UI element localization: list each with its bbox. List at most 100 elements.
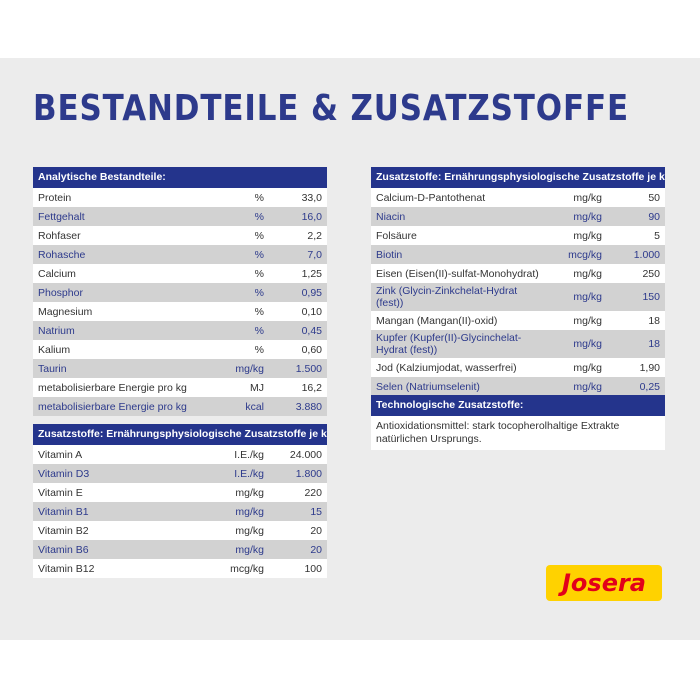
row-value: 20	[310, 543, 322, 556]
row-name: Mangan (Mangan(II)-oxid)	[376, 314, 498, 327]
row-unit: mg/kg	[573, 361, 602, 374]
row-unit: MJ	[250, 381, 264, 394]
row-unit: mg/kg	[235, 362, 264, 375]
row-name: Niacin	[376, 210, 406, 223]
row-value: 7,0	[307, 248, 322, 261]
row-name: Kalium	[38, 343, 71, 356]
row-unit: %	[254, 286, 264, 299]
row-value: 90	[648, 210, 660, 223]
row-name: Folsäure	[376, 229, 417, 242]
row-unit: %	[254, 210, 264, 223]
row-value: 16,2	[301, 381, 322, 394]
row-name: Jod (Kalziumjodat, wasserfrei)	[376, 361, 517, 374]
row-unit: mcg/kg	[568, 248, 602, 261]
row-name: Rohfaser	[38, 229, 81, 242]
row-unit: %	[254, 324, 264, 337]
analytic-table: Analytische Bestandteile: Protein% 33,0 Fe…	[33, 167, 327, 416]
table-row: Phosphor% 0,95	[33, 283, 327, 302]
vitamins-table: Zusatzstoffe: Ernährungsphysiologische Z…	[33, 424, 327, 578]
row-name: Vitamin E	[38, 486, 83, 499]
row-unit: %	[254, 191, 264, 204]
row-name: Zink (Glycin-Zinkchelat-Hydrat (fest))	[376, 285, 518, 309]
table-row: Rohasche% 7,0	[33, 245, 327, 264]
table-header: Zusatzstoffe: Ernährungsphysiologische Z…	[33, 424, 327, 445]
table-row: Kalium% 0,60	[33, 340, 327, 359]
table-row: Natrium% 0,45	[33, 321, 327, 340]
row-name: Calcium-D-Pantothenat	[376, 191, 486, 204]
row-unit: mg/kg	[573, 291, 602, 303]
row-unit: mg/kg	[573, 210, 602, 223]
row-name: Taurin	[38, 362, 67, 375]
page-title: BESTANDTEILE & ZUSATZSTOFFE	[33, 88, 629, 129]
row-value: 1.500	[295, 362, 322, 375]
row-unit: I.E./kg	[234, 467, 264, 480]
row-name: Natrium	[38, 324, 75, 337]
tech-text: Antioxidationsmittel: stark tocopherolha…	[371, 416, 665, 450]
row-unit: I.E./kg	[234, 448, 264, 461]
table-row: Fettgehalt% 16,0	[33, 207, 327, 226]
row-name: Biotin	[376, 248, 403, 261]
row-unit: kcal	[245, 400, 264, 413]
row-value: 3.880	[295, 400, 322, 413]
row-name: metabolisierbare Energie pro kg	[38, 400, 187, 413]
row-unit: mg/kg	[573, 380, 602, 393]
row-name: Phosphor	[38, 286, 83, 299]
row-name: Vitamin D3	[38, 467, 90, 480]
table-row: Magnesium% 0,10	[33, 302, 327, 321]
row-value: 16,0	[301, 210, 322, 223]
row-name: Kupfer (Kupfer(II)-Glycinchelat-Hydrat (…	[376, 332, 522, 356]
row-value: 1.000	[633, 248, 660, 261]
table-header: Zusatzstoffe: Ernährungsphysiologische Z…	[371, 167, 665, 188]
row-name: Vitamin A	[38, 448, 83, 461]
table-row: Biotin mcg/kg 1.000	[371, 245, 665, 264]
row-name: Vitamin B12	[38, 562, 95, 575]
row-value: 0,60	[301, 343, 322, 356]
row-name: Vitamin B2	[38, 524, 89, 537]
row-unit: mg/kg	[573, 229, 602, 242]
row-value: 1,90	[639, 361, 660, 374]
table-row: Zink (Glycin-Zinkchelat-Hydrat (fest)) mg…	[371, 283, 665, 311]
row-name: Calcium	[38, 267, 76, 280]
row-unit: mg/kg	[573, 191, 602, 204]
row-unit: mg/kg	[235, 524, 264, 537]
row-unit: mg/kg	[235, 505, 264, 518]
row-name: Selen (Natriumselenit)	[376, 380, 480, 393]
row-name: Vitamin B6	[38, 543, 89, 556]
row-value: 18	[648, 338, 660, 350]
row-unit: %	[254, 229, 264, 242]
table-row: Eisen (Eisen(II)-sulfat-Monohydrat) mg/kg…	[371, 264, 665, 283]
row-value: 1,25	[301, 267, 322, 280]
row-value: 0,10	[301, 305, 322, 318]
row-unit: mcg/kg	[230, 562, 264, 575]
table-row: Selen (Natriumselenit) mg/kg 0,25	[371, 377, 665, 396]
row-value: 33,0	[301, 191, 322, 204]
row-value: 50	[648, 191, 660, 204]
row-unit: %	[254, 305, 264, 318]
table-row: Vitamin B2 mg/kg 20	[33, 521, 327, 540]
row-name: Magnesium	[38, 305, 93, 318]
row-value: 2,2	[307, 229, 322, 242]
table-row: Jod (Kalziumjodat, wasserfrei) mg/kg 1,90	[371, 358, 665, 377]
table-row: metabolisierbare Energie pro kg MJ 16,2	[33, 378, 327, 397]
row-value: 0,95	[301, 286, 322, 299]
row-unit: %	[254, 248, 264, 261]
row-unit: mg/kg	[235, 543, 264, 556]
table-row: Calcium% 1,25	[33, 264, 327, 283]
row-name: Protein	[38, 191, 72, 204]
table-row: Folsäure mg/kg 5	[371, 226, 665, 245]
row-name: Eisen (Eisen(II)-sulfat-Monohydrat)	[376, 267, 539, 280]
table-row: Protein% 33,0	[33, 188, 327, 207]
table-row: Vitamin B12 mcg/kg 100	[33, 559, 327, 578]
row-unit: mg/kg	[573, 314, 602, 327]
row-value: 220	[304, 486, 322, 499]
row-name: Fettgehalt	[38, 210, 85, 223]
table-row: Niacin mg/kg 90	[371, 207, 665, 226]
row-value: 1.800	[295, 467, 322, 480]
row-value: 18	[648, 314, 660, 327]
row-value: 5	[654, 229, 660, 242]
table-row: Kupfer (Kupfer(II)-Glycinchelat-Hydrat (…	[371, 330, 665, 358]
table-row: Rohfaser% 2,2	[33, 226, 327, 245]
table-row: Vitamin D3 I.E./kg 1.800	[33, 464, 327, 483]
row-value: 20	[310, 524, 322, 537]
table-row: Calcium-D-Pantothenat mg/kg 50	[371, 188, 665, 207]
